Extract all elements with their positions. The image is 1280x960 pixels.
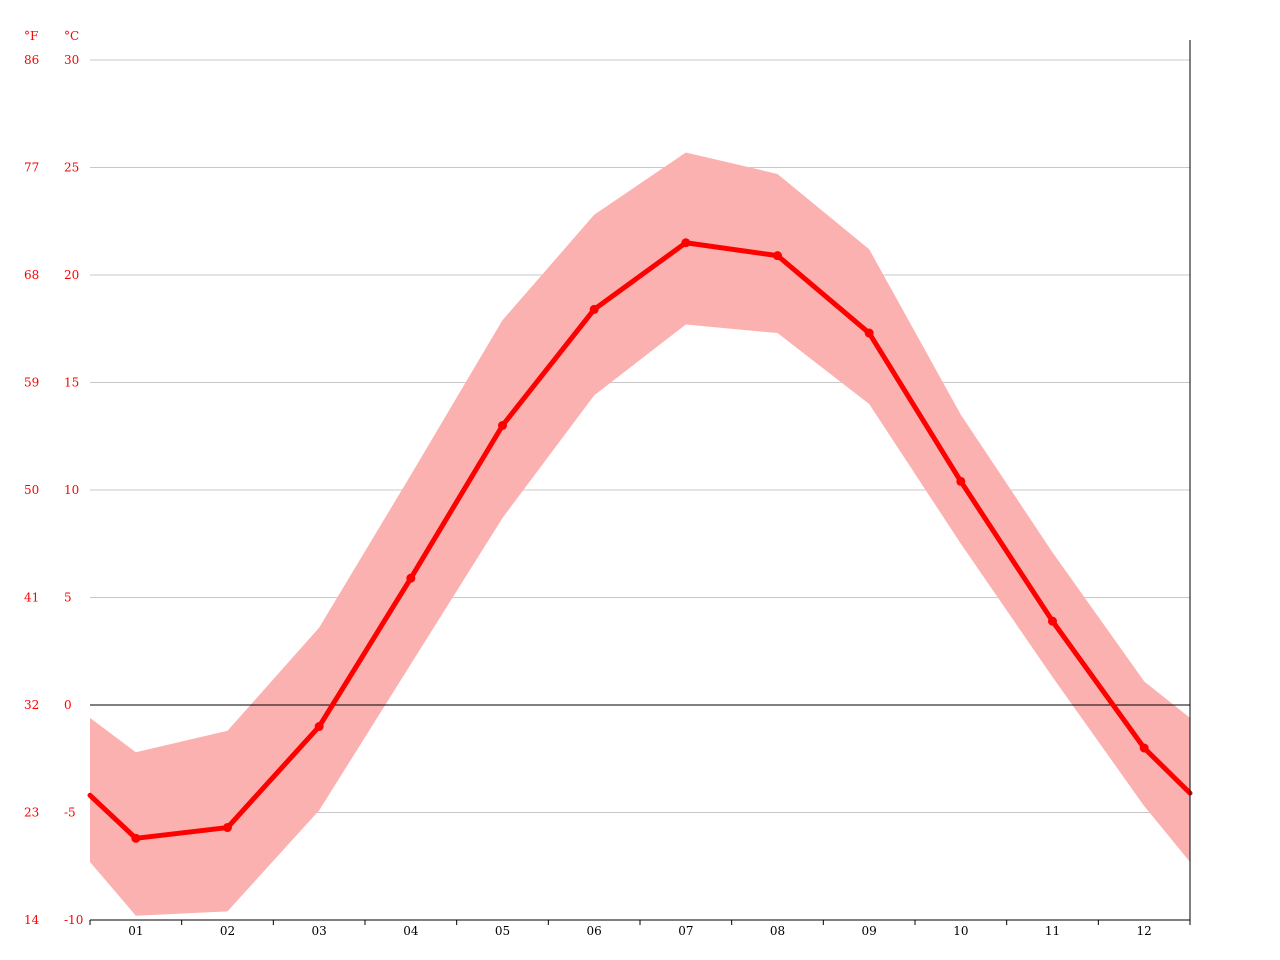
x-tick-label: 01 [128, 924, 143, 938]
axes [89, 40, 1191, 925]
average-temperature-series [87, 240, 1193, 841]
y-tick-label-c: 10 [64, 483, 79, 497]
x-tick-label: 04 [403, 924, 419, 938]
axis-labels: °F °C 14 -10 23 -5 32 0 41 5 50 10 59 15 68 20 77 25 86 3… [24, 29, 1152, 938]
average-temperature-line [87, 238, 1193, 843]
temperature-range-area [90, 152, 1190, 916]
x-tick-label: 10 [953, 924, 968, 938]
data-point [131, 833, 141, 843]
data-point [1048, 616, 1057, 626]
data-point [589, 304, 599, 314]
data-point [864, 328, 874, 338]
y-tick-label-c: 20 [64, 268, 79, 282]
x-tick-label: 07 [678, 924, 693, 938]
y-tick-label-c: -10 [64, 913, 83, 927]
y-tick-label-f: 86 [24, 53, 39, 67]
x-tick-label: 12 [1137, 924, 1152, 938]
y-tick-label-f: 41 [24, 591, 39, 605]
y-tick-label-f: 59 [24, 376, 39, 390]
y-tick-label-c: 25 [64, 161, 79, 175]
data-point [773, 251, 782, 261]
y-tick-label-f: 50 [24, 483, 39, 497]
x-tick-label: 02 [220, 924, 235, 938]
y-tick-label-c: 0 [64, 698, 72, 712]
x-tick-label: 09 [862, 924, 877, 938]
data-point [223, 823, 232, 833]
data-point [1139, 743, 1149, 753]
x-tick-label: 08 [770, 924, 785, 938]
data-point [956, 476, 966, 486]
y-tick-label-f: 14 [24, 913, 40, 927]
gridlines [90, 59, 1190, 813]
data-point [681, 238, 691, 248]
x-tick-label: 03 [312, 924, 327, 938]
y-tick-label-f: 77 [24, 161, 39, 175]
x-tick-label: 05 [495, 924, 510, 938]
y-tick-label-c: -5 [64, 806, 76, 820]
y-tick-label-f: 23 [24, 806, 39, 820]
data-point [314, 722, 324, 731]
y-tick-label-f: 68 [24, 268, 39, 282]
data-point [498, 421, 507, 430]
fahrenheit-unit-label: °F [24, 29, 38, 43]
y-tick-label-c: 30 [64, 53, 79, 67]
y-tick-label-c: 15 [64, 376, 79, 390]
x-tick-label: 06 [587, 924, 602, 938]
temperature-range-band [90, 152, 1190, 916]
celsius-unit-label: °C [64, 29, 79, 43]
x-tick-label: 11 [1045, 924, 1060, 938]
data-point [406, 573, 416, 583]
y-tick-label-c: 5 [64, 591, 72, 605]
y-tick-label-f: 32 [24, 698, 39, 712]
